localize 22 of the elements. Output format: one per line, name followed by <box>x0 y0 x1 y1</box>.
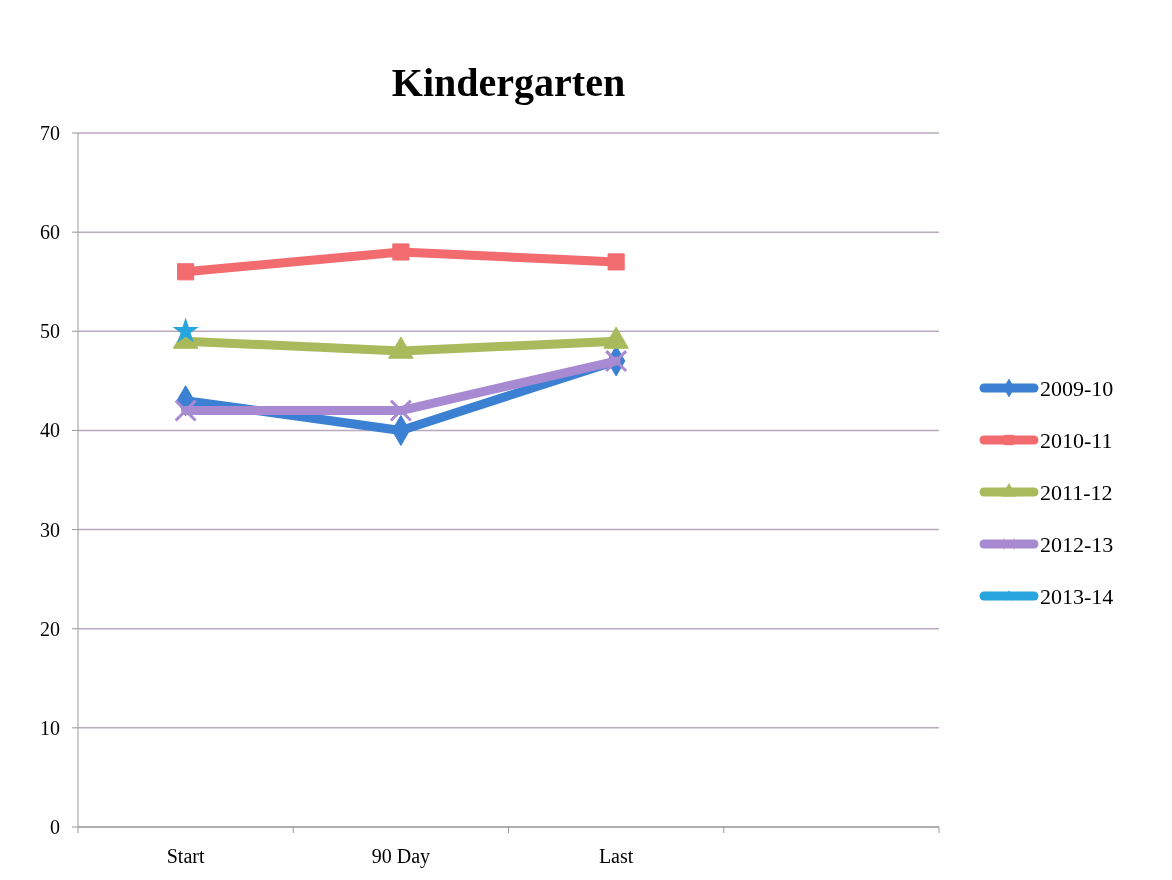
legend-label: 2010-11 <box>1040 427 1113 453</box>
point <box>174 399 198 423</box>
point <box>607 253 625 271</box>
legend-label: 2013-14 <box>1040 583 1114 609</box>
y-tick-label: 10 <box>40 716 60 739</box>
legend-label: 2012-13 <box>1040 531 1114 557</box>
y-tick-label: 70 <box>40 122 60 144</box>
y-tick-label: 50 <box>40 320 60 343</box>
y-tick-label: 20 <box>40 617 60 640</box>
x-tick-label: Last <box>598 845 634 867</box>
legend-label: 2011-12 <box>1040 479 1113 505</box>
legend-label: 2009-10 <box>1040 375 1114 401</box>
y-tick-label: 30 <box>40 518 60 541</box>
point <box>177 263 195 281</box>
chart-title: Kindergarten <box>391 60 626 105</box>
point <box>389 399 413 423</box>
y-tick-label: 0 <box>50 816 60 838</box>
x-tick-label: Start <box>166 845 205 867</box>
y-tick-label: 40 <box>40 419 60 442</box>
point <box>392 243 410 261</box>
y-tick-label: 60 <box>40 221 60 244</box>
x-tick-label: 90 Day <box>371 845 431 868</box>
